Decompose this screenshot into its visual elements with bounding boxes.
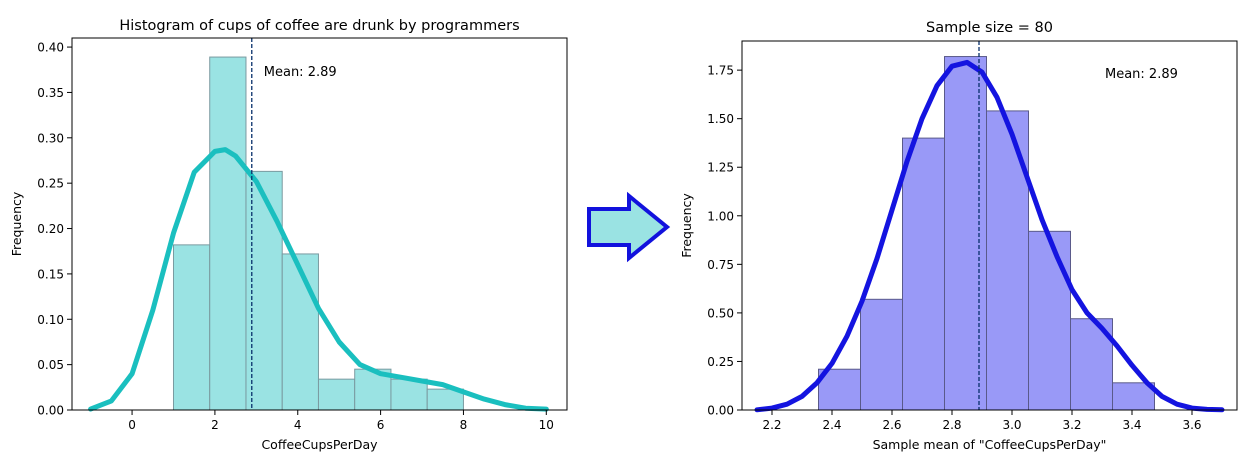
y-tick-label: 0.40 bbox=[37, 41, 64, 55]
x-tick-label: 3.4 bbox=[1122, 418, 1141, 432]
sample-mean-chart: Mean: 2.892.2 2.4 2.6 2.8 3.0 3.2 3.4 3.60.000.… bbox=[679, 20, 1238, 452]
y-tick-label: 0.00 bbox=[707, 404, 734, 418]
y-tick-label: 0.00 bbox=[37, 404, 64, 418]
x-axis-label: Sample mean of "CoffeeCupsPerDay" bbox=[873, 437, 1107, 452]
histogram-bar bbox=[390, 378, 428, 411]
y-tick-label: 1.00 bbox=[707, 209, 734, 223]
plot-frame bbox=[741, 40, 1238, 411]
x-axis-label: CoffeeCupsPerDay bbox=[261, 437, 378, 452]
x-tick-label: 2.2 bbox=[762, 418, 781, 432]
arrow-between-charts bbox=[587, 191, 671, 263]
y-tick-label: 0.50 bbox=[707, 306, 734, 320]
y-tick-label: 0.15 bbox=[37, 267, 64, 281]
histogram-bar bbox=[818, 368, 861, 411]
x-tick-label: 3.2 bbox=[1062, 418, 1081, 432]
right-arrow-icon bbox=[587, 191, 671, 263]
histogram-bar bbox=[172, 244, 211, 411]
kde-curve bbox=[754, 59, 1225, 413]
x-tick-label: 8 bbox=[460, 418, 468, 432]
mean-label: Mean: 2.89 bbox=[1105, 67, 1178, 82]
y-tick-label: 1.50 bbox=[707, 112, 734, 126]
y-tick-label: 0.25 bbox=[37, 177, 64, 191]
y-tick-label: 1.75 bbox=[707, 64, 734, 78]
y-tick-label: 0.20 bbox=[37, 222, 64, 236]
y-tick-label: 0.05 bbox=[37, 358, 64, 372]
mean-label: Mean: 2.89 bbox=[264, 65, 337, 80]
y-tick-label: 0.30 bbox=[37, 131, 64, 145]
chart-title: Sample size = 80 bbox=[926, 20, 1053, 36]
histogram-bar bbox=[860, 298, 903, 411]
histogram-bar bbox=[209, 56, 247, 411]
histogram-bar bbox=[1028, 230, 1071, 411]
x-tick-label: 2.4 bbox=[822, 418, 841, 432]
histogram-bar bbox=[281, 253, 319, 411]
y-axis: 0.00 0.25 0.50 0.75 1.00 1.25 1.50 1.75 bbox=[707, 64, 742, 418]
y-tick-label: 0.75 bbox=[707, 258, 734, 272]
y-tick-label: 1.25 bbox=[707, 161, 734, 175]
y-axis-label: Frequency bbox=[9, 191, 24, 256]
histogram-bar bbox=[902, 137, 945, 411]
x-axis: 2.2 2.4 2.6 2.8 3.0 3.2 3.4 3.6 bbox=[762, 410, 1202, 432]
x-tick-label: 2.6 bbox=[882, 418, 901, 432]
x-tick-label: 0 bbox=[128, 418, 136, 432]
x-tick-label: 3.6 bbox=[1182, 418, 1201, 432]
histogram-coffee-chart: Mean: 2.89 0 2 4 6 8 10 0.00 0.05 0.10 0.15 0.20 0.2… bbox=[9, 18, 568, 452]
chart-title: Histogram of cups of coffee are drunk by… bbox=[119, 18, 519, 34]
histogram-bar bbox=[944, 56, 987, 411]
x-tick-label: 2 bbox=[211, 418, 219, 432]
x-tick-label: 3.0 bbox=[1002, 418, 1021, 432]
y-tick-label: 0.25 bbox=[707, 355, 734, 369]
x-tick-label: 2.8 bbox=[942, 418, 961, 432]
x-tick-label: 4 bbox=[294, 418, 302, 432]
x-axis: 0 2 4 6 8 10 bbox=[128, 410, 554, 432]
x-tick-label: 6 bbox=[377, 418, 385, 432]
plot-frame bbox=[71, 37, 568, 411]
x-tick-label: 10 bbox=[539, 418, 554, 432]
histogram-bars bbox=[172, 56, 464, 411]
y-axis: 0.00 0.05 0.10 0.15 0.20 0.25 0.30 0.35 0.40 bbox=[37, 41, 72, 418]
histogram-bar bbox=[317, 378, 356, 411]
y-tick-label: 0.35 bbox=[37, 86, 64, 100]
histogram-bars bbox=[818, 56, 1155, 411]
kde-curve bbox=[88, 147, 549, 412]
y-axis-label: Frequency bbox=[679, 193, 694, 258]
y-tick-label: 0.10 bbox=[37, 313, 64, 327]
